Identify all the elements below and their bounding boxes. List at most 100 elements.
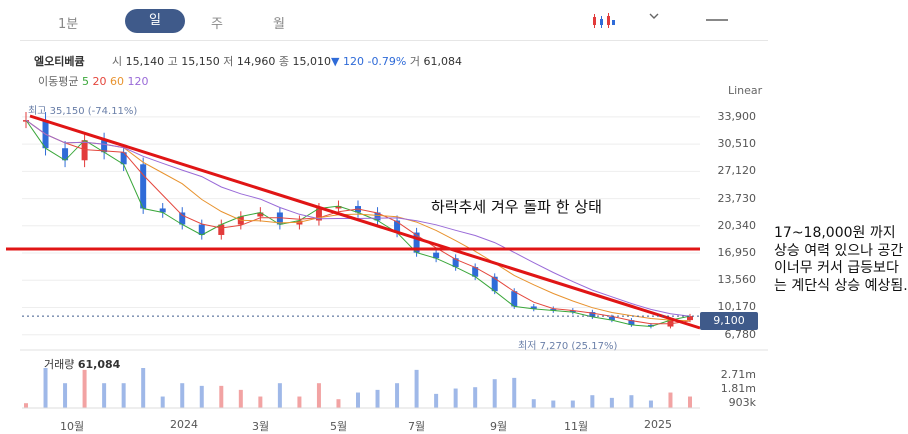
candle-body	[452, 258, 459, 268]
volume-bar	[395, 383, 400, 408]
volume-bar	[43, 368, 48, 408]
close-label: 종	[278, 55, 289, 68]
tab-month[interactable]: 월	[273, 17, 285, 32]
current-price-tag: 9,100	[700, 312, 758, 330]
y-tick-label: 13,560	[717, 273, 757, 287]
volume-bar	[434, 393, 439, 408]
change-pct: -0.79%	[367, 55, 407, 68]
candle-body	[472, 267, 479, 277]
ma20-label: 20	[92, 75, 107, 88]
ohlc-info: 시 15,140 고 15,150 저 14,960 종 15,010▼ 120…	[112, 53, 462, 69]
candle-body	[413, 232, 420, 253]
high-value: 15,150	[181, 55, 220, 68]
candle-body	[315, 208, 322, 221]
open-value: 15,140	[125, 55, 165, 68]
volume-bar	[629, 395, 634, 408]
volume-bar	[141, 368, 146, 408]
candle-body	[628, 320, 635, 325]
tab-day[interactable]: 일	[125, 9, 185, 33]
volume-bar	[688, 396, 692, 408]
high-marker-pct: (-74.11%)	[87, 106, 138, 117]
candlestick-icon[interactable]	[592, 12, 616, 30]
tab-week[interactable]: 주	[211, 17, 223, 32]
y-tick-label: 6,780	[724, 327, 757, 341]
stock-name: 엘오티베큠	[34, 55, 85, 68]
volume-bar	[473, 387, 478, 408]
candle-body	[218, 224, 225, 235]
volume-title: 거래량 61,084	[44, 356, 120, 372]
candle-body	[433, 252, 440, 259]
low-marker-label: 최저	[518, 341, 537, 352]
y-tick-label: 23,730	[717, 191, 757, 205]
candle-body	[159, 208, 166, 213]
volume-bar	[648, 400, 653, 408]
ma5-label: 5	[81, 75, 89, 88]
candle-body	[589, 312, 596, 317]
candle-body	[257, 212, 264, 217]
x-tick-label: 2024	[170, 418, 198, 431]
candle-body	[276, 212, 283, 225]
candle-body	[335, 206, 342, 209]
candle-body	[550, 308, 557, 311]
candle-body	[198, 224, 205, 235]
volume-bar	[238, 389, 243, 408]
ma60-label: 60	[109, 75, 124, 88]
volume-bar	[219, 385, 224, 408]
volume-bar	[63, 383, 68, 408]
side-note: 17~18,000원 까지 상승 여력 있으나 공간이너무 커서 급등보다는 계…	[774, 225, 908, 294]
volume-bar	[316, 383, 321, 408]
volume-bar	[297, 396, 302, 408]
volume-bar	[160, 396, 165, 408]
change-arrow-icon: ▼	[331, 55, 340, 68]
x-tick-label: 11월	[564, 420, 589, 433]
x-tick-label: 10월	[60, 420, 85, 433]
volume-title-value: 61,084	[77, 358, 121, 371]
volume-bar	[512, 377, 517, 408]
volume-value: 61,084	[423, 55, 463, 68]
candle-body	[511, 291, 518, 307]
trend-annotation: 하락추세 겨우 돌파 한 상태	[431, 198, 602, 216]
volume-label: 거	[409, 55, 421, 68]
candle-body	[530, 306, 537, 309]
x-tick-label: 5월	[330, 420, 348, 433]
volume-bar	[492, 379, 497, 408]
ma-line	[25, 119, 691, 322]
y-tick-label: 27,120	[717, 164, 757, 178]
candle-body	[687, 316, 693, 321]
candle-body	[179, 212, 186, 225]
high-marker-label: 최고	[28, 106, 47, 117]
scale-label[interactable]: Linear	[728, 84, 763, 97]
volume-bar	[199, 385, 204, 408]
ma-line	[25, 119, 691, 325]
candle-body	[120, 152, 127, 165]
candle-body	[394, 220, 401, 233]
volume-bar	[570, 400, 575, 408]
chevron-down-icon[interactable]	[648, 10, 660, 25]
ma-line	[25, 119, 691, 328]
candle-body	[569, 310, 576, 313]
volume-bar	[121, 383, 126, 408]
tab-1min[interactable]: 1분	[58, 17, 79, 32]
candle-body	[62, 148, 69, 161]
toolbar-divider	[20, 40, 768, 41]
high-marker-value: 35,150	[49, 106, 85, 117]
volume-bar	[590, 395, 595, 408]
x-tick-label: 9월	[490, 420, 508, 433]
volume-bar	[336, 399, 341, 408]
volume-bar	[414, 369, 419, 408]
low-marker-value: 7,270	[539, 341, 569, 352]
volume-bar	[375, 389, 380, 408]
y-tick-label: 10,170	[717, 300, 757, 314]
low-label: 저	[223, 55, 234, 68]
x-tick-label: 3월	[252, 420, 270, 433]
line-icon[interactable]	[706, 19, 728, 21]
low-marker-pct: (25.17%)	[571, 341, 618, 352]
x-tick-label: 2025	[644, 418, 672, 431]
change-value: 120	[342, 55, 364, 68]
volume-bar	[277, 383, 282, 408]
volume-bar	[668, 392, 673, 408]
trendline-down	[29, 114, 701, 330]
volume-bar	[453, 388, 458, 408]
candle-body	[140, 164, 147, 209]
